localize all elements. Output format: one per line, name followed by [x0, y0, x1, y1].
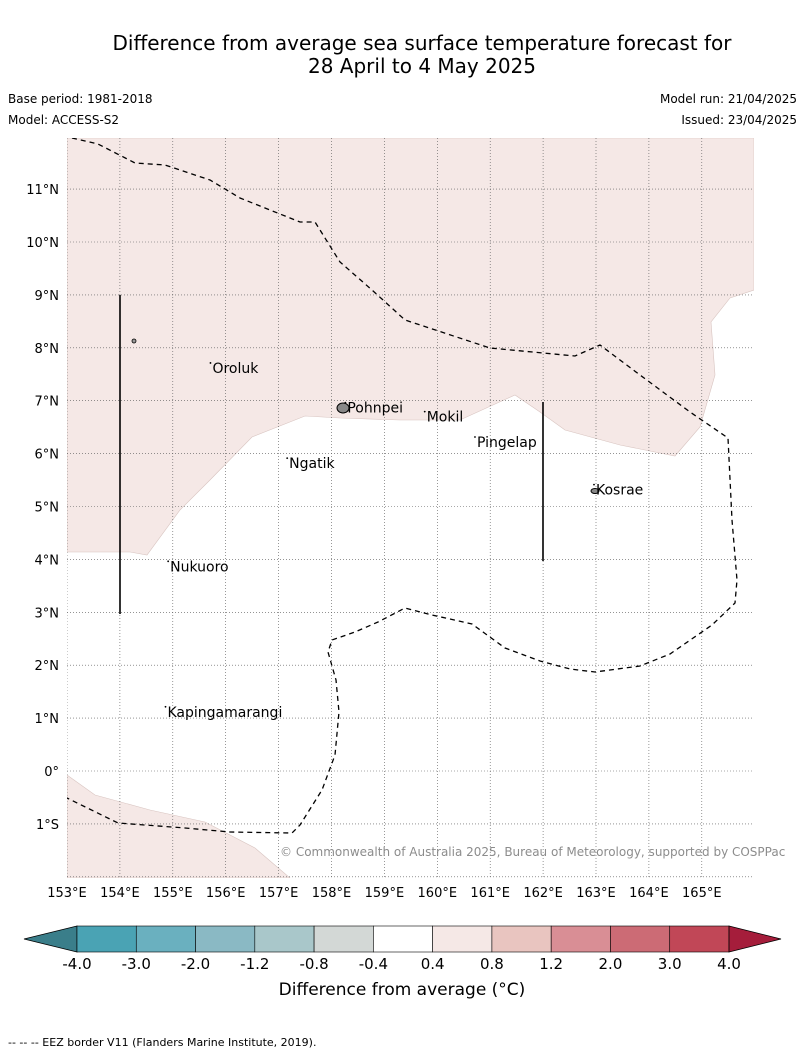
place-dot — [209, 362, 212, 364]
place-dot — [344, 401, 347, 404]
place-label: Pohnpei — [347, 401, 403, 417]
issued-date: Issued: 23/04/2025 — [681, 113, 797, 127]
anomaly-region-southwest — [67, 774, 291, 878]
colorbar-bin — [373, 925, 433, 953]
place-dot — [164, 705, 167, 708]
map-canvas: Oroluk Pohnpei Mokil Pingelap Ngatik Kosrae Nu… — [23, 138, 782, 973]
y-tick-label: 1°S — [36, 818, 59, 833]
x-tick-label: 153°E — [47, 886, 87, 901]
title-line-2: 28 April to 4 May 2025 — [308, 54, 536, 78]
colorbar-extend-high — [728, 925, 782, 953]
colorbar — [23, 925, 782, 953]
x-tick-label: 163°E — [576, 886, 616, 901]
colorbar-tick-label: -0.8 — [299, 955, 328, 973]
colorbar-tick-label: 3.0 — [658, 955, 682, 973]
model-name: Model: ACCESS-S2 — [8, 113, 120, 127]
x-tick-label: 156°E — [206, 886, 246, 901]
title-line-1: Difference from average sea surface temp… — [112, 31, 732, 55]
y-tick-label: 1°N — [35, 712, 60, 727]
x-tick-label: 165°E — [682, 886, 722, 901]
kosrae-island — [590, 488, 600, 494]
colorbar-bin — [491, 925, 552, 953]
y-tick-label: 10°N — [26, 236, 59, 251]
x-tick-label: 164°E — [629, 886, 669, 901]
small-island — [131, 338, 137, 344]
place-label: Kapingamarangi — [168, 705, 283, 721]
place-label: Nukuoro — [170, 559, 228, 575]
colorbar-bin — [610, 925, 671, 953]
y-axis-ticks: 11°N 10°N 9°N 8°N 7°N 6°N 5°N 4°N 3°N 2°N 1°N 0° 1°S — [26, 183, 59, 833]
colorbar-tick-label: 1.2 — [539, 955, 563, 973]
colorbar-bin — [195, 925, 256, 953]
colorbar-tick-label: 0.4 — [421, 955, 445, 973]
place-marks: Oroluk Pohnpei Mokil Pingelap Ngatik Kosrae Nu… — [164, 361, 643, 721]
anomaly-region-north — [67, 138, 754, 556]
copyright-credit: © Commonwealth of Australia 2025, Bureau… — [280, 845, 786, 859]
y-tick-label: 6°N — [35, 448, 60, 463]
place-label: Mokil — [427, 410, 464, 426]
y-tick-label: 2°N — [35, 659, 60, 674]
place-dot — [593, 483, 595, 486]
chart-title: Difference from average sea surface temp… — [0, 32, 804, 78]
colorbar-bin — [550, 925, 611, 953]
colorbar-ticks: -4.0 -3.0 -2.0 -1.2 -0.8 -0.4 0.4 0.8 1.2 2.0 3.0 4… — [62, 955, 741, 973]
colorbar-bin — [313, 925, 374, 953]
place-label: Kosrae — [596, 483, 643, 499]
x-tick-label: 159°E — [365, 886, 405, 901]
x-tick-label: 158°E — [312, 886, 352, 901]
colorbar-title: Difference from average (°C) — [278, 980, 526, 1000]
y-tick-label: 7°N — [35, 395, 60, 410]
place-label: Oroluk — [212, 361, 259, 377]
place-label: Ngatik — [289, 456, 335, 472]
place-label: Pingelap — [477, 435, 537, 451]
colorbar-bin — [432, 925, 493, 953]
model-run: Model run: 21/04/2025 — [659, 92, 797, 106]
colorbar-bin — [254, 925, 315, 953]
eez-border-main — [67, 138, 738, 834]
x-tick-label: 157°E — [259, 886, 299, 901]
place-dot — [474, 436, 476, 438]
x-tick-label: 160°E — [418, 886, 458, 901]
x-tick-label: 161°E — [470, 886, 510, 901]
y-tick-label: 0° — [44, 765, 59, 780]
x-axis-ticks: 153°E 154°E 155°E 156°E 157°E 158°E 159°E 160°E… — [47, 886, 721, 901]
pohnpei-island — [336, 402, 350, 414]
y-tick-label: 9°N — [35, 289, 60, 304]
base-period: Base period: 1981-2018 — [8, 92, 153, 106]
colorbar-bin — [76, 925, 137, 953]
y-tick-label: 8°N — [35, 342, 60, 357]
colorbar-tick-label: 2.0 — [599, 955, 623, 973]
place-dot — [286, 457, 289, 460]
colorbar-tick-label: 0.8 — [480, 955, 504, 973]
colorbar-tick-label: -0.4 — [359, 955, 388, 973]
colorbar-extend-low — [23, 925, 78, 953]
x-tick-label: 154°E — [100, 886, 140, 901]
gridlines — [67, 138, 754, 878]
x-tick-label: 155°E — [153, 886, 193, 901]
x-tick-label: 162°E — [523, 886, 563, 901]
y-tick-label: 11°N — [26, 183, 59, 198]
eez-legend-footer: -- -- -- EEZ border V11 (Flanders Marine… — [8, 1036, 317, 1049]
y-tick-label: 3°N — [35, 606, 60, 621]
y-tick-label: 5°N — [35, 501, 60, 516]
colorbar-bin — [135, 925, 196, 953]
colorbar-tick-label: -3.0 — [122, 955, 151, 973]
colorbar-tick-label: -1.2 — [240, 955, 269, 973]
colorbar-tick-label: -4.0 — [62, 955, 91, 973]
place-dot — [423, 410, 426, 413]
colorbar-tick-label: -2.0 — [181, 955, 210, 973]
colorbar-bin — [669, 925, 730, 953]
y-tick-label: 4°N — [35, 553, 60, 568]
place-dot — [167, 560, 170, 563]
colorbar-tick-label: 4.0 — [717, 955, 741, 973]
